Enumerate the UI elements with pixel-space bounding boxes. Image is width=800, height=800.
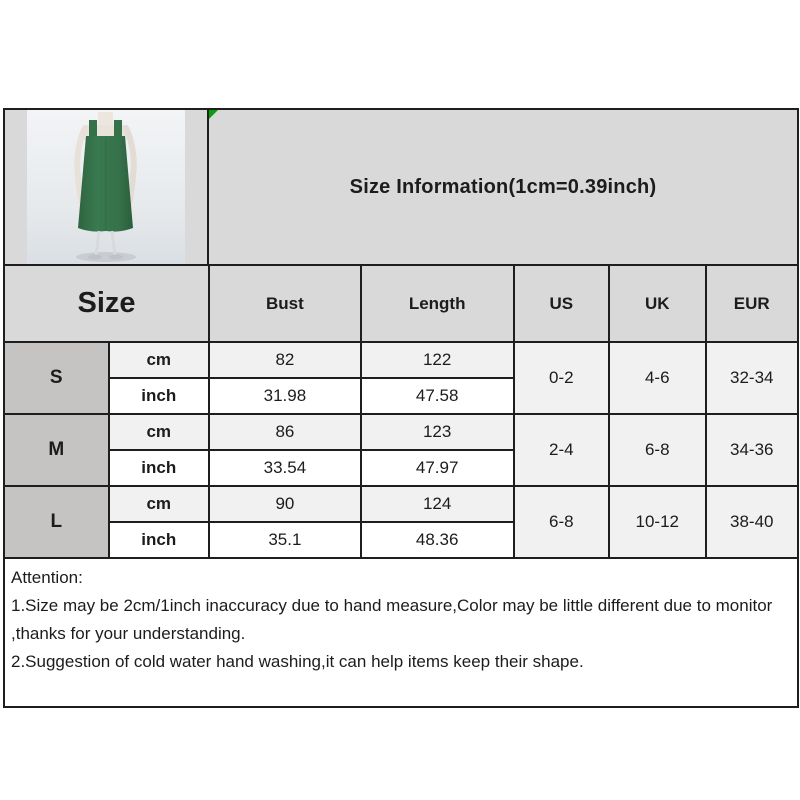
col-header-uk: UK [608,266,707,343]
uk-size-l: 10-12 [608,485,707,559]
attention-note: Attention: 1.Size may be 2cm/1inch inacc… [5,559,797,706]
length-inch-m: 47.97 [359,449,514,487]
length-cm-l: 124 [359,485,515,523]
unit-cell: inch [108,377,211,415]
eur-size-m: 34-36 [704,413,797,487]
us-size-s: 0-2 [512,341,611,415]
bust-inch-m: 33.54 [208,449,362,487]
attention-line: ,thanks for your understanding. [11,624,246,643]
corner-marker-icon [209,110,218,119]
table-row-l-inch: inch 35.1 48.36 [5,521,797,559]
uk-size-s: 4-6 [608,341,707,415]
size-label-s: S [5,341,110,415]
length-inch-l: 48.36 [359,521,514,559]
attention-line: 2.Suggestion of cold water hand washing,… [11,652,584,671]
page-title: Size Information(1cm=0.39inch) [349,175,657,198]
product-photo-cell [5,110,209,264]
attention-line: 1.Size may be 2cm/1inch inaccuracy due t… [11,596,773,615]
unit-cell: cm [107,485,211,523]
table-row-m-inch: inch 33.54 47.97 [5,449,797,487]
bust-inch-s: 31.98 [208,377,362,415]
title-cell: Size Information(1cm=0.39inch) [209,110,797,264]
eur-size-s: 32-34 [704,341,797,415]
unit-cell: inch [108,521,211,559]
us-size-m: 2-4 [512,413,611,487]
top-section: Size Information(1cm=0.39inch) [5,110,797,266]
table-row-l-cm: L cm 90 124 6-8 10-12 38-40 [5,485,797,559]
table-row-s-cm: S cm 82 122 0-2 4-6 32-34 [5,341,797,415]
col-header-size: Size [5,266,211,343]
size-label-m: M [5,413,110,487]
bust-cm-s: 82 [208,341,362,379]
length-cm-s: 122 [359,341,515,379]
product-photo [27,110,185,264]
col-header-eur: EUR [704,266,797,343]
length-cm-m: 123 [359,413,515,451]
bust-cm-m: 86 [208,413,362,451]
col-header-bust: Bust [208,266,362,343]
size-label-l: L [5,485,110,559]
size-chart-table: Size Bust Length US UK EUR S cm 82 122 0… [5,266,797,559]
uk-size-m: 6-8 [608,413,707,487]
bust-inch-l: 35.1 [208,521,362,559]
unit-cell: cm [107,341,211,379]
header-row: Size Bust Length US UK EUR [5,266,797,343]
table-row-m-cm: M cm 86 123 2-4 6-8 34-36 [5,413,797,487]
col-header-us: US [512,266,611,343]
eur-size-l: 38-40 [704,485,797,559]
us-size-l: 6-8 [512,485,611,559]
table-row-s-inch: inch 31.98 47.58 [5,377,797,415]
unit-cell: inch [108,449,211,487]
col-header-length: Length [359,266,515,343]
size-chart-sheet: Size Information(1cm=0.39inch) Size Bust… [3,108,799,708]
bust-cm-l: 90 [208,485,362,523]
attention-heading: Attention: [11,568,83,587]
unit-cell: cm [107,413,211,451]
length-inch-s: 47.58 [359,377,514,415]
